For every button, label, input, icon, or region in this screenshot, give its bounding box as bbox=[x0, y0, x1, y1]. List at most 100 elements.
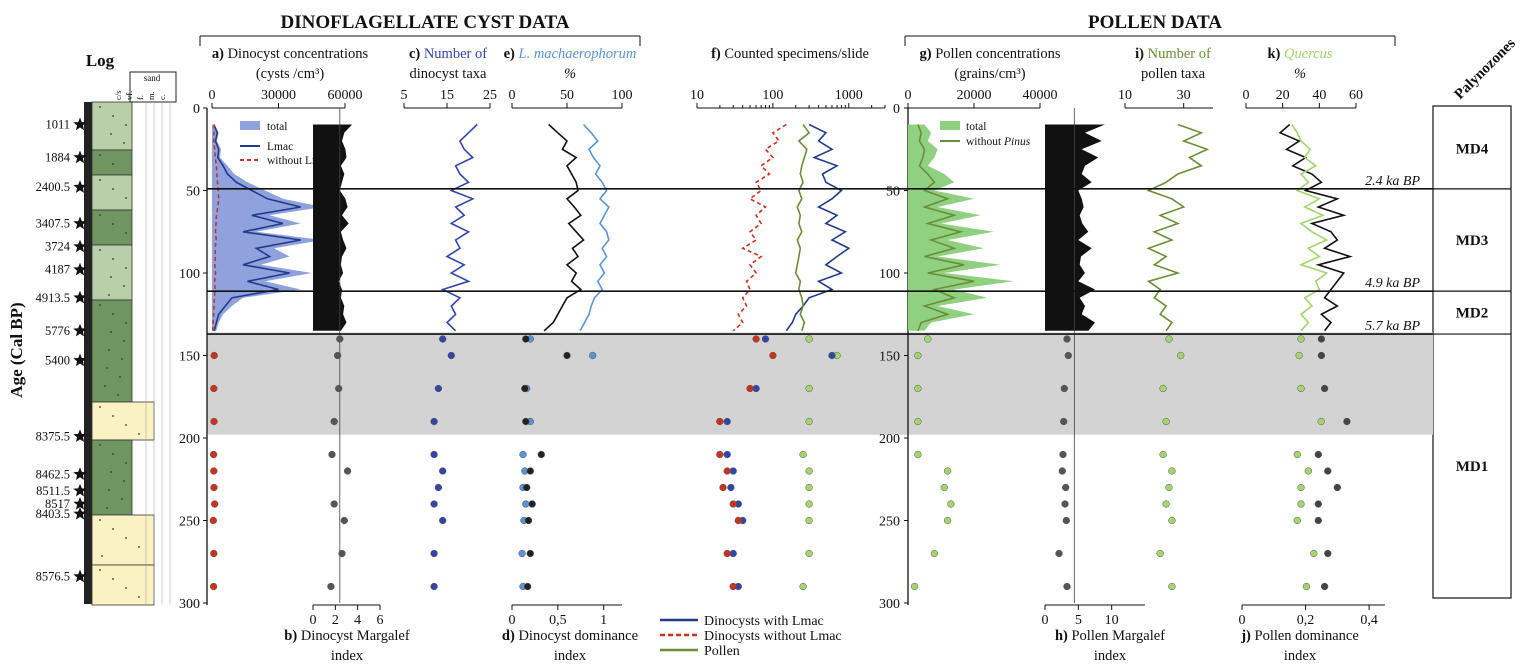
palynozones-title: Palynozones bbox=[1452, 35, 1519, 102]
point-g bbox=[914, 384, 922, 393]
point-k bbox=[1297, 483, 1305, 492]
series-j-line bbox=[1278, 123, 1353, 332]
log-star-marker bbox=[73, 429, 87, 442]
point-k bbox=[1293, 516, 1301, 525]
point-d bbox=[521, 384, 529, 393]
log-age-label: 8403.5 bbox=[36, 507, 70, 521]
tick-label-i: 30 bbox=[1177, 88, 1191, 103]
pollen-age-tick-label: 300 bbox=[879, 597, 900, 612]
panel-title-c: c) Number of bbox=[409, 46, 487, 62]
legend-f-label: Dinocysts with Lmac bbox=[704, 614, 824, 629]
panel-title-g: g) Pollen concentrations bbox=[920, 46, 1061, 62]
log-star-marker bbox=[73, 483, 87, 497]
panel-subtitle-k: % bbox=[1294, 66, 1306, 82]
point-a bbox=[209, 516, 217, 525]
zones-layer: MD4 MD3 MD2 MD1 bbox=[1433, 141, 1511, 475]
log-star-marker bbox=[73, 216, 87, 230]
panel-title-i: i) Number of bbox=[1135, 46, 1211, 62]
log-layer bbox=[91, 401, 155, 441]
point-j bbox=[1324, 549, 1332, 558]
point-i bbox=[1159, 450, 1167, 459]
point-c bbox=[430, 417, 438, 426]
pollen-age-tick-label: 100 bbox=[879, 267, 900, 282]
point-a bbox=[209, 582, 218, 591]
log-dot bbox=[138, 596, 140, 598]
panel-title-d: d) Dinocyst dominance bbox=[502, 628, 638, 644]
log-dot bbox=[99, 214, 101, 216]
point-b bbox=[333, 351, 342, 360]
log-dot bbox=[99, 154, 101, 156]
age-tick-label: 200 bbox=[179, 432, 200, 447]
boundary-label: 5.7 ka BP bbox=[1365, 319, 1420, 334]
dinoflagellate-section-title: DINOFLAGELLATE CYST DATA bbox=[281, 12, 570, 33]
panel-title-k: k) Quercus bbox=[1267, 46, 1332, 62]
age-tick-label: 100 bbox=[179, 267, 200, 282]
panel-subtitle-h: index bbox=[1094, 648, 1127, 664]
pollen-age-tick-label: 200 bbox=[879, 432, 900, 447]
point-g bbox=[943, 467, 952, 475]
panel-title-e: e) L. machaerophorum bbox=[504, 46, 637, 62]
age-axis-label: Age (Cal BP) bbox=[7, 302, 26, 397]
log-star-marker bbox=[73, 180, 87, 193]
log-age-label: 8375.5 bbox=[36, 429, 70, 443]
point-i bbox=[1162, 417, 1170, 426]
point-d bbox=[524, 516, 533, 525]
log-dot bbox=[112, 223, 114, 225]
tick-label-h: 10 bbox=[1105, 613, 1119, 628]
point-b bbox=[330, 417, 338, 426]
age-tick-label: 250 bbox=[179, 515, 200, 530]
series-e-line bbox=[579, 123, 610, 332]
legend-pollen-total-swatch bbox=[940, 121, 960, 130]
tick-label-f: 1000 bbox=[835, 88, 863, 103]
point-f-with bbox=[727, 483, 735, 492]
age-tick-label: 300 bbox=[179, 597, 200, 612]
point-g bbox=[943, 516, 952, 525]
log-dot bbox=[125, 197, 127, 199]
tick-label-k: 20 bbox=[1276, 88, 1290, 103]
sand-label: sand bbox=[144, 73, 161, 83]
point-a bbox=[210, 467, 218, 475]
log-layer bbox=[91, 439, 133, 516]
tick-label-h: 5 bbox=[1075, 613, 1082, 628]
tick-label-a: 30000 bbox=[261, 88, 296, 103]
point-d bbox=[523, 483, 531, 492]
point-h bbox=[1055, 549, 1063, 558]
log-age-label: 8576.5 bbox=[36, 570, 70, 584]
point-g bbox=[947, 500, 955, 508]
legend-total-label: total bbox=[267, 121, 287, 133]
log-layer bbox=[91, 514, 155, 566]
point-j bbox=[1320, 582, 1329, 591]
point-f-without bbox=[723, 467, 731, 475]
panel-title-h: h) Pollen Margalef bbox=[1055, 628, 1165, 644]
point-i bbox=[1168, 582, 1176, 591]
point-h bbox=[1064, 351, 1072, 360]
log-age-label: 3724 bbox=[45, 240, 71, 254]
point-h bbox=[1060, 417, 1068, 426]
age-tick-label: 150 bbox=[179, 350, 200, 365]
log-age-label: 5776 bbox=[45, 324, 70, 338]
log-layer bbox=[91, 564, 155, 606]
pollen-age-tick-label: 250 bbox=[879, 515, 900, 530]
point-a bbox=[210, 549, 218, 558]
log-dot bbox=[125, 322, 127, 324]
point-k bbox=[1293, 450, 1301, 459]
tick-label-k: 0 bbox=[1243, 88, 1250, 103]
point-f-without bbox=[723, 549, 731, 558]
tick-label-c: 5 bbox=[401, 88, 408, 103]
log-dot bbox=[123, 480, 125, 482]
point-d bbox=[522, 335, 530, 343]
log-dot bbox=[99, 569, 101, 571]
point-k bbox=[1297, 500, 1305, 508]
zone-label: MD1 bbox=[1456, 459, 1489, 475]
point-f-pollen bbox=[799, 582, 807, 591]
point-g bbox=[910, 582, 919, 591]
series-c-line bbox=[440, 123, 478, 332]
point-j bbox=[1333, 483, 1341, 492]
point-f-without bbox=[746, 384, 754, 393]
point-b bbox=[343, 467, 352, 475]
point-b bbox=[335, 384, 343, 393]
point-c bbox=[447, 351, 455, 360]
series-pollen-total-area bbox=[908, 124, 1014, 331]
point-j bbox=[1314, 500, 1322, 508]
